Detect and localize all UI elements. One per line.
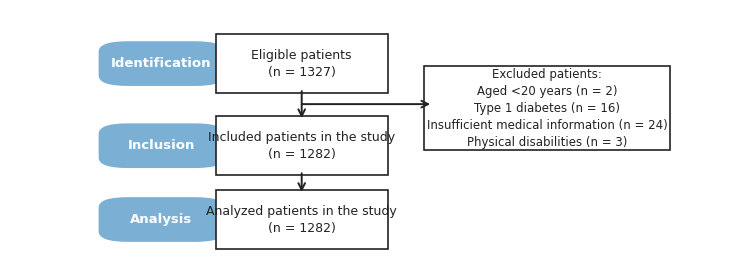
Text: Identification: Identification: [111, 57, 212, 70]
FancyBboxPatch shape: [99, 41, 224, 86]
Text: Eligible patients
(n = 1327): Eligible patients (n = 1327): [251, 49, 352, 79]
Text: Included patients in the study
(n = 1282): Included patients in the study (n = 1282…: [208, 131, 395, 161]
FancyBboxPatch shape: [216, 190, 388, 249]
FancyBboxPatch shape: [99, 123, 224, 168]
FancyBboxPatch shape: [425, 66, 670, 150]
Text: Analysis: Analysis: [130, 213, 192, 226]
FancyBboxPatch shape: [99, 197, 224, 242]
FancyBboxPatch shape: [216, 116, 388, 175]
FancyBboxPatch shape: [216, 34, 388, 93]
Text: Analyzed patients in the study
(n = 1282): Analyzed patients in the study (n = 1282…: [207, 204, 397, 235]
Text: Inclusion: Inclusion: [127, 139, 195, 152]
Text: Excluded patients:
Aged <20 years (n = 2)
Type 1 diabetes (n = 16)
Insufficient : Excluded patients: Aged <20 years (n = 2…: [427, 68, 667, 149]
